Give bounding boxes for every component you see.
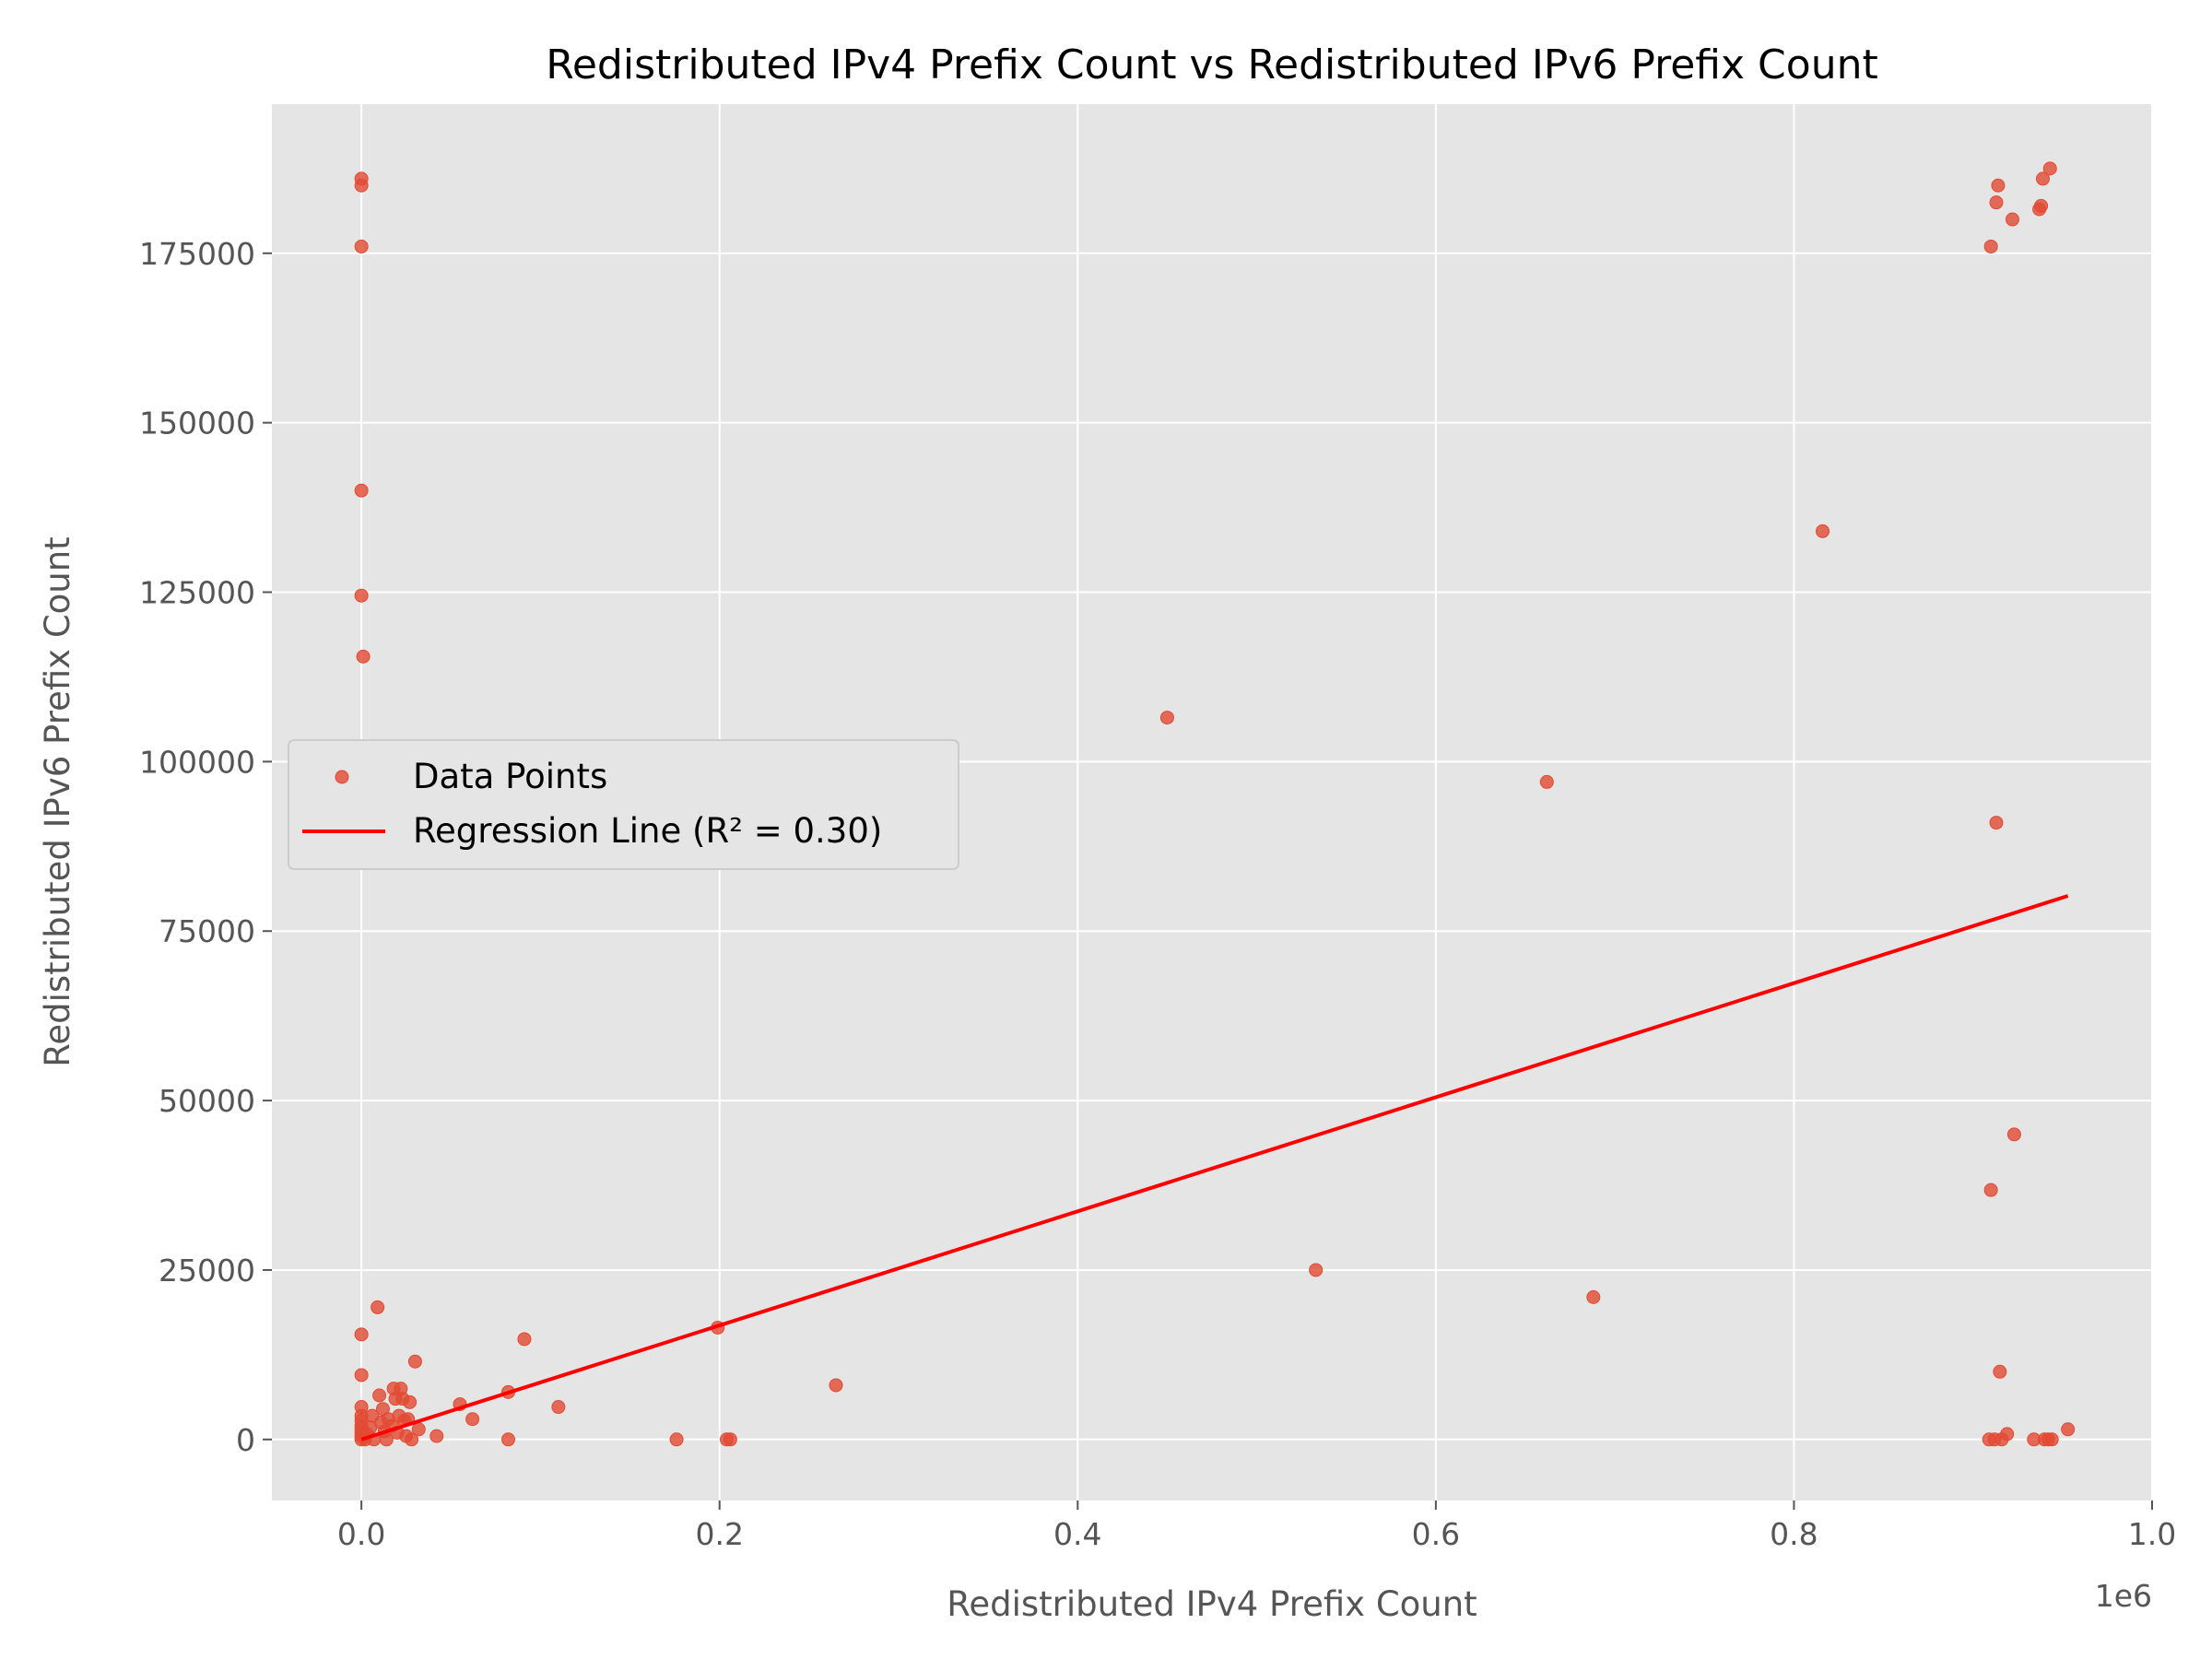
chart-title: Redistributed IPv4 Prefix Count vs Redis… bbox=[546, 41, 1877, 88]
data-point bbox=[551, 1400, 566, 1415]
data-point bbox=[2035, 171, 2050, 186]
grid-lines bbox=[272, 104, 2153, 1500]
x-tick-label: 0.8 bbox=[1770, 1516, 1818, 1552]
y-tick-label: 150000 bbox=[139, 406, 255, 441]
x-tick-label: 0.4 bbox=[1053, 1516, 1101, 1552]
data-point bbox=[356, 649, 371, 664]
data-point bbox=[405, 1432, 419, 1447]
regression-line-group bbox=[360, 894, 2069, 1441]
y-ticks: 0 25000 50000 75000 100000 125000 150000 175000 bbox=[139, 236, 272, 1458]
data-points bbox=[354, 161, 2076, 1447]
x-tick-label: 1.0 bbox=[2128, 1516, 2176, 1552]
data-point bbox=[1991, 178, 2006, 193]
legend-label-regression-line: Regression Line (R² = 0.30) bbox=[413, 811, 882, 851]
data-point bbox=[371, 1300, 385, 1314]
data-point bbox=[517, 1332, 532, 1347]
x-tick-label: 0.0 bbox=[337, 1516, 385, 1552]
data-point bbox=[354, 239, 369, 253]
legend: Data Points Regression Line (R² = 0.30) bbox=[288, 739, 959, 870]
data-point bbox=[829, 1378, 843, 1393]
y-axis-label: Redistributed IPv6 Prefix Count bbox=[38, 536, 77, 1066]
data-point bbox=[1539, 774, 1554, 789]
y-tick-label: 75000 bbox=[159, 913, 255, 949]
regression-line bbox=[360, 894, 2069, 1441]
data-point bbox=[354, 1327, 369, 1342]
data-point bbox=[1993, 1364, 2007, 1379]
legend-label-data-points: Data Points bbox=[413, 757, 607, 796]
y-tick-label: 175000 bbox=[139, 236, 255, 272]
data-point bbox=[500, 1432, 515, 1447]
y-tick-label: 50000 bbox=[159, 1083, 255, 1119]
data-point bbox=[354, 1368, 369, 1382]
data-point bbox=[2006, 1127, 2021, 1142]
x-tick-label: 0.6 bbox=[1412, 1516, 1460, 1552]
x-axis-offset-label: 1e6 bbox=[2095, 1578, 2152, 1614]
data-point bbox=[354, 588, 369, 603]
data-point bbox=[354, 178, 369, 193]
data-point bbox=[2005, 212, 2019, 227]
data-point bbox=[2042, 161, 2057, 176]
data-point bbox=[723, 1432, 737, 1447]
y-tick-label: 25000 bbox=[159, 1253, 255, 1288]
data-point bbox=[2061, 1422, 2076, 1437]
y-tick-label: 0 bbox=[236, 1422, 255, 1458]
data-point bbox=[407, 1354, 422, 1369]
legend-frame bbox=[288, 739, 959, 870]
data-point bbox=[354, 483, 369, 498]
data-point bbox=[1816, 524, 1830, 538]
data-point bbox=[1309, 1263, 1324, 1277]
data-point bbox=[1983, 1182, 1998, 1197]
x-axis-label: Redistributed IPv4 Prefix Count bbox=[947, 1584, 1477, 1624]
data-point bbox=[411, 1422, 426, 1437]
data-point bbox=[465, 1412, 480, 1427]
data-point bbox=[372, 1388, 387, 1403]
y-tick-label: 125000 bbox=[139, 575, 255, 611]
data-point bbox=[403, 1394, 418, 1409]
data-point bbox=[2034, 198, 2049, 213]
data-point bbox=[1159, 711, 1174, 725]
data-point bbox=[1989, 195, 2004, 210]
data-point bbox=[1586, 1289, 1601, 1304]
data-point bbox=[1983, 239, 1998, 253]
y-tick-label: 100000 bbox=[139, 744, 255, 780]
data-point bbox=[2044, 1432, 2059, 1447]
legend-marker-data-points bbox=[335, 770, 349, 784]
x-ticks: 0.0 0.2 0.4 0.6 0.8 1.0 bbox=[337, 1500, 2176, 1552]
data-point bbox=[1989, 816, 2004, 830]
x-tick-label: 0.2 bbox=[695, 1516, 743, 1552]
data-point bbox=[669, 1432, 684, 1447]
data-point bbox=[429, 1429, 444, 1443]
data-point bbox=[2000, 1427, 2015, 1441]
